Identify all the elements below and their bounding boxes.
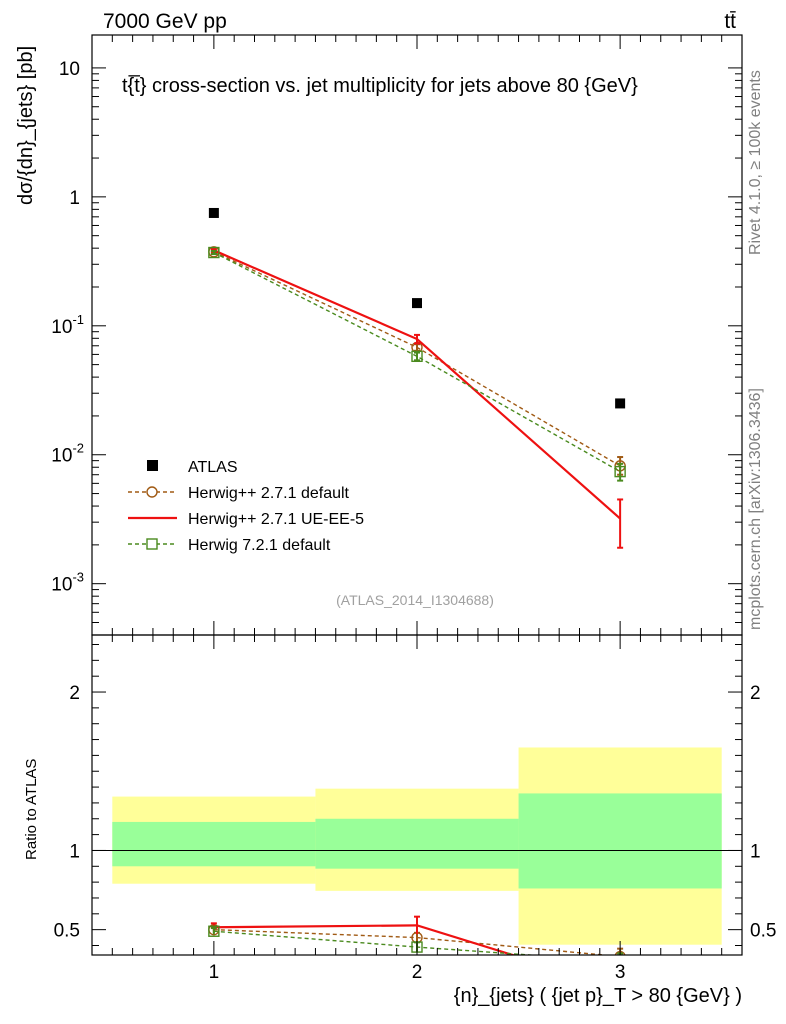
x-tick-label: 3	[615, 962, 626, 983]
rivet-label: Rivet 4.1.0, ≥ 100k events	[747, 70, 764, 255]
legend-label: Herwig++ 2.7.1 default	[188, 485, 350, 502]
y-tick-label: 10-1	[51, 312, 84, 338]
ratio-band-green	[112, 821, 316, 867]
mcplots-label: mcplots.cern.ch [arXiv:1306.3436]	[747, 388, 764, 630]
data-point-atlas	[208, 207, 219, 218]
series-line-herwig-2-7-1-ue-ee-5	[213, 249, 621, 520]
legend: ATLAS Herwig++ 2.7.1 default Herwig++ 2.7.…	[128, 459, 364, 554]
ratio-y-label: Ratio to ATLAS	[23, 759, 40, 860]
energy-label: 7000 GeV pp	[103, 10, 227, 33]
x-axis-label: {n}_{jets} ( {jet p}_T > 80 {GeV} )	[454, 985, 742, 1007]
ratio-marker-herwig-7-2-1-default	[208, 925, 220, 937]
legend-label: Herwig++ 2.7.1 UE-EE-5	[188, 511, 364, 528]
legend-marker-atlas	[147, 460, 158, 471]
ratio-y-tick-label-right: 0.5	[750, 921, 776, 942]
ratio-y-tick-label-right: 1	[750, 841, 761, 862]
ratio-y-tick-label: 2	[69, 683, 80, 704]
marker-herwig-7-2-1-default	[614, 465, 626, 478]
ratio-y-tick-label-right: 2	[750, 683, 761, 704]
watermark: (ATLAS_2014_I1304688)	[336, 592, 494, 608]
main-panel: 10-3 10-2 10-1 1 10 t{̅t} cross-section vs. …	[15, 34, 743, 636]
ratio-band-green	[315, 818, 519, 869]
marker-herwig-7-2-1-default	[411, 350, 423, 363]
y-tick-label: 1	[69, 188, 80, 209]
legend-marker-herwig-2-7-1-default	[146, 486, 158, 498]
y-tick-label: 10-2	[51, 441, 84, 467]
ratio-band-green	[518, 793, 722, 889]
series-line-herwig-7-2-1-default	[213, 251, 621, 473]
ratio-panel: 0.5 0.5 1 1 2 2 1 2 3 Ratio to ATLAS {n}_{jets} …	[23, 634, 776, 1007]
y-axis-label: dσ/{dn}_{jets} [pb]	[15, 46, 37, 205]
process-label: tt̄	[724, 10, 736, 33]
ratio-y-tick-label: 0.5	[54, 921, 80, 942]
main-title: t{̅t} cross-section vs. jet multiplicity…	[122, 74, 638, 97]
data-point-atlas	[412, 298, 422, 309]
x-tick-label: 1	[209, 962, 220, 983]
legend-label: ATLAS	[188, 459, 238, 476]
y-tick-label: 10-3	[51, 570, 84, 596]
y-tick-label: 10	[59, 59, 80, 80]
ratio-y-tick-label: 1	[69, 841, 80, 862]
legend-label: Herwig 7.2.1 default	[188, 537, 331, 554]
x-tick-label: 2	[412, 962, 423, 983]
data-point-atlas	[615, 398, 626, 409]
legend-marker-herwig-7-2-1-default	[146, 538, 158, 550]
marker-herwig-7-2-1-default	[208, 246, 220, 259]
